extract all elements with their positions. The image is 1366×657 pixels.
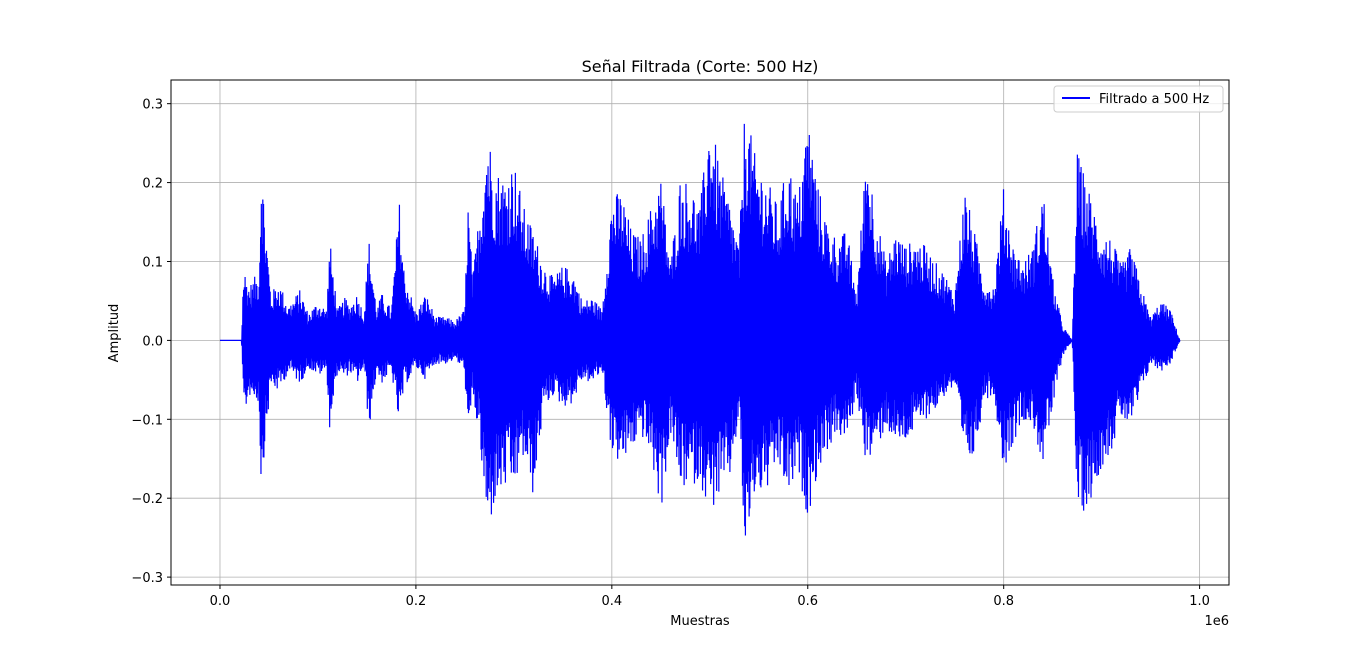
y-tick-label: 0.3 [142, 98, 163, 113]
y-tick-label: 0.2 [142, 177, 163, 192]
y-axis-label: Amplitud [107, 304, 122, 363]
x-tick-label: 0.6 [797, 594, 818, 609]
signal-series-line [219, 123, 1181, 536]
y-tick-label: 0.0 [142, 334, 163, 349]
x-axis-offset-label: 1e6 [1204, 614, 1229, 629]
y-axis-ticks: −0.3 −0.2 −0.1 0.0 0.1 0.2 0.3 [131, 98, 171, 586]
x-tick-label: 1.0 [1189, 594, 1210, 609]
y-tick-label: −0.3 [131, 571, 163, 586]
x-axis-label: Muestras [670, 614, 730, 629]
legend-label: Filtrado a 500 Hz [1099, 92, 1209, 107]
signal-waveform-path [219, 123, 1181, 536]
x-tick-label: 0.0 [210, 594, 231, 609]
x-tick-label: 0.4 [601, 594, 622, 609]
y-tick-label: −0.2 [131, 492, 163, 507]
plot-frame [170, 79, 1230, 586]
legend-box [1053, 85, 1224, 113]
x-axis-ticks: 0.0 0.2 0.4 0.6 0.8 1.0 [210, 585, 1210, 609]
y-tick-label: −0.1 [131, 413, 163, 428]
x-tick-label: 0.2 [406, 594, 427, 609]
x-tick-label: 0.8 [993, 594, 1014, 609]
legend: Filtrado a 500 Hz [1053, 85, 1224, 113]
chart-title: Señal Filtrada (Corte: 500 Hz) [582, 57, 819, 76]
y-tick-label: 0.1 [142, 255, 163, 270]
